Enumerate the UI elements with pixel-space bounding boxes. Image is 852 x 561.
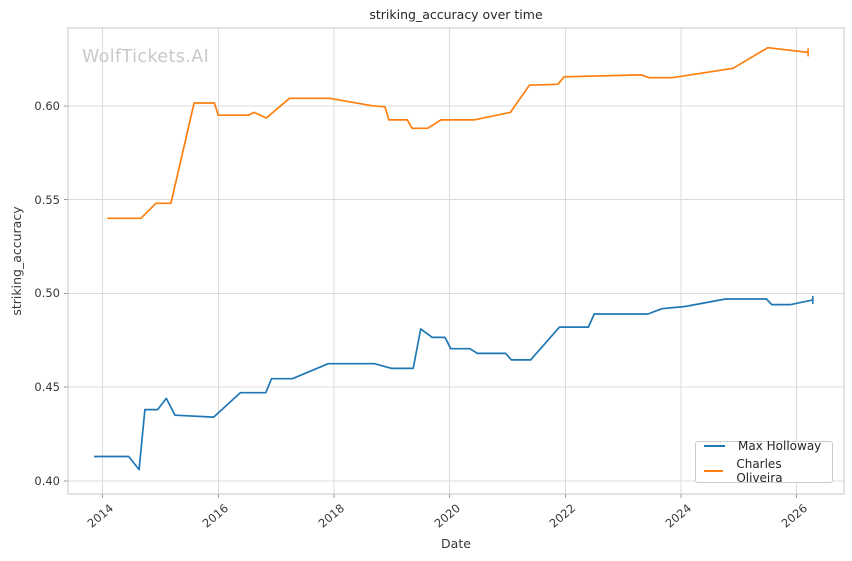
legend-item-max-holloway: Max Holloway [704, 439, 824, 453]
y-tick-label: 0.40 [34, 474, 60, 488]
series-line-charles-oliveira [107, 46, 809, 220]
y-tick-label: 0.55 [34, 193, 60, 207]
chart-title: striking_accuracy over time [369, 7, 543, 22]
legend-item-charles-oliveira: Charles Oliveira [704, 457, 824, 485]
legend-label: Max Holloway [738, 439, 822, 453]
legend: Max Holloway Charles Oliveira [695, 439, 833, 485]
y-tick-label: 0.45 [34, 380, 60, 394]
series-line-max-holloway [94, 298, 813, 471]
legend-line-swatch-orange [704, 470, 724, 472]
y-tick-label: 0.60 [34, 99, 60, 113]
watermark: WolfTickets.AI [82, 47, 210, 67]
legend-label: Charles Oliveira [736, 457, 783, 485]
x-axis-label: Date [441, 536, 471, 551]
legend-line-swatch-blue [704, 445, 725, 447]
plot-border [67, 27, 845, 495]
y-tick-label: 0.50 [34, 286, 60, 300]
